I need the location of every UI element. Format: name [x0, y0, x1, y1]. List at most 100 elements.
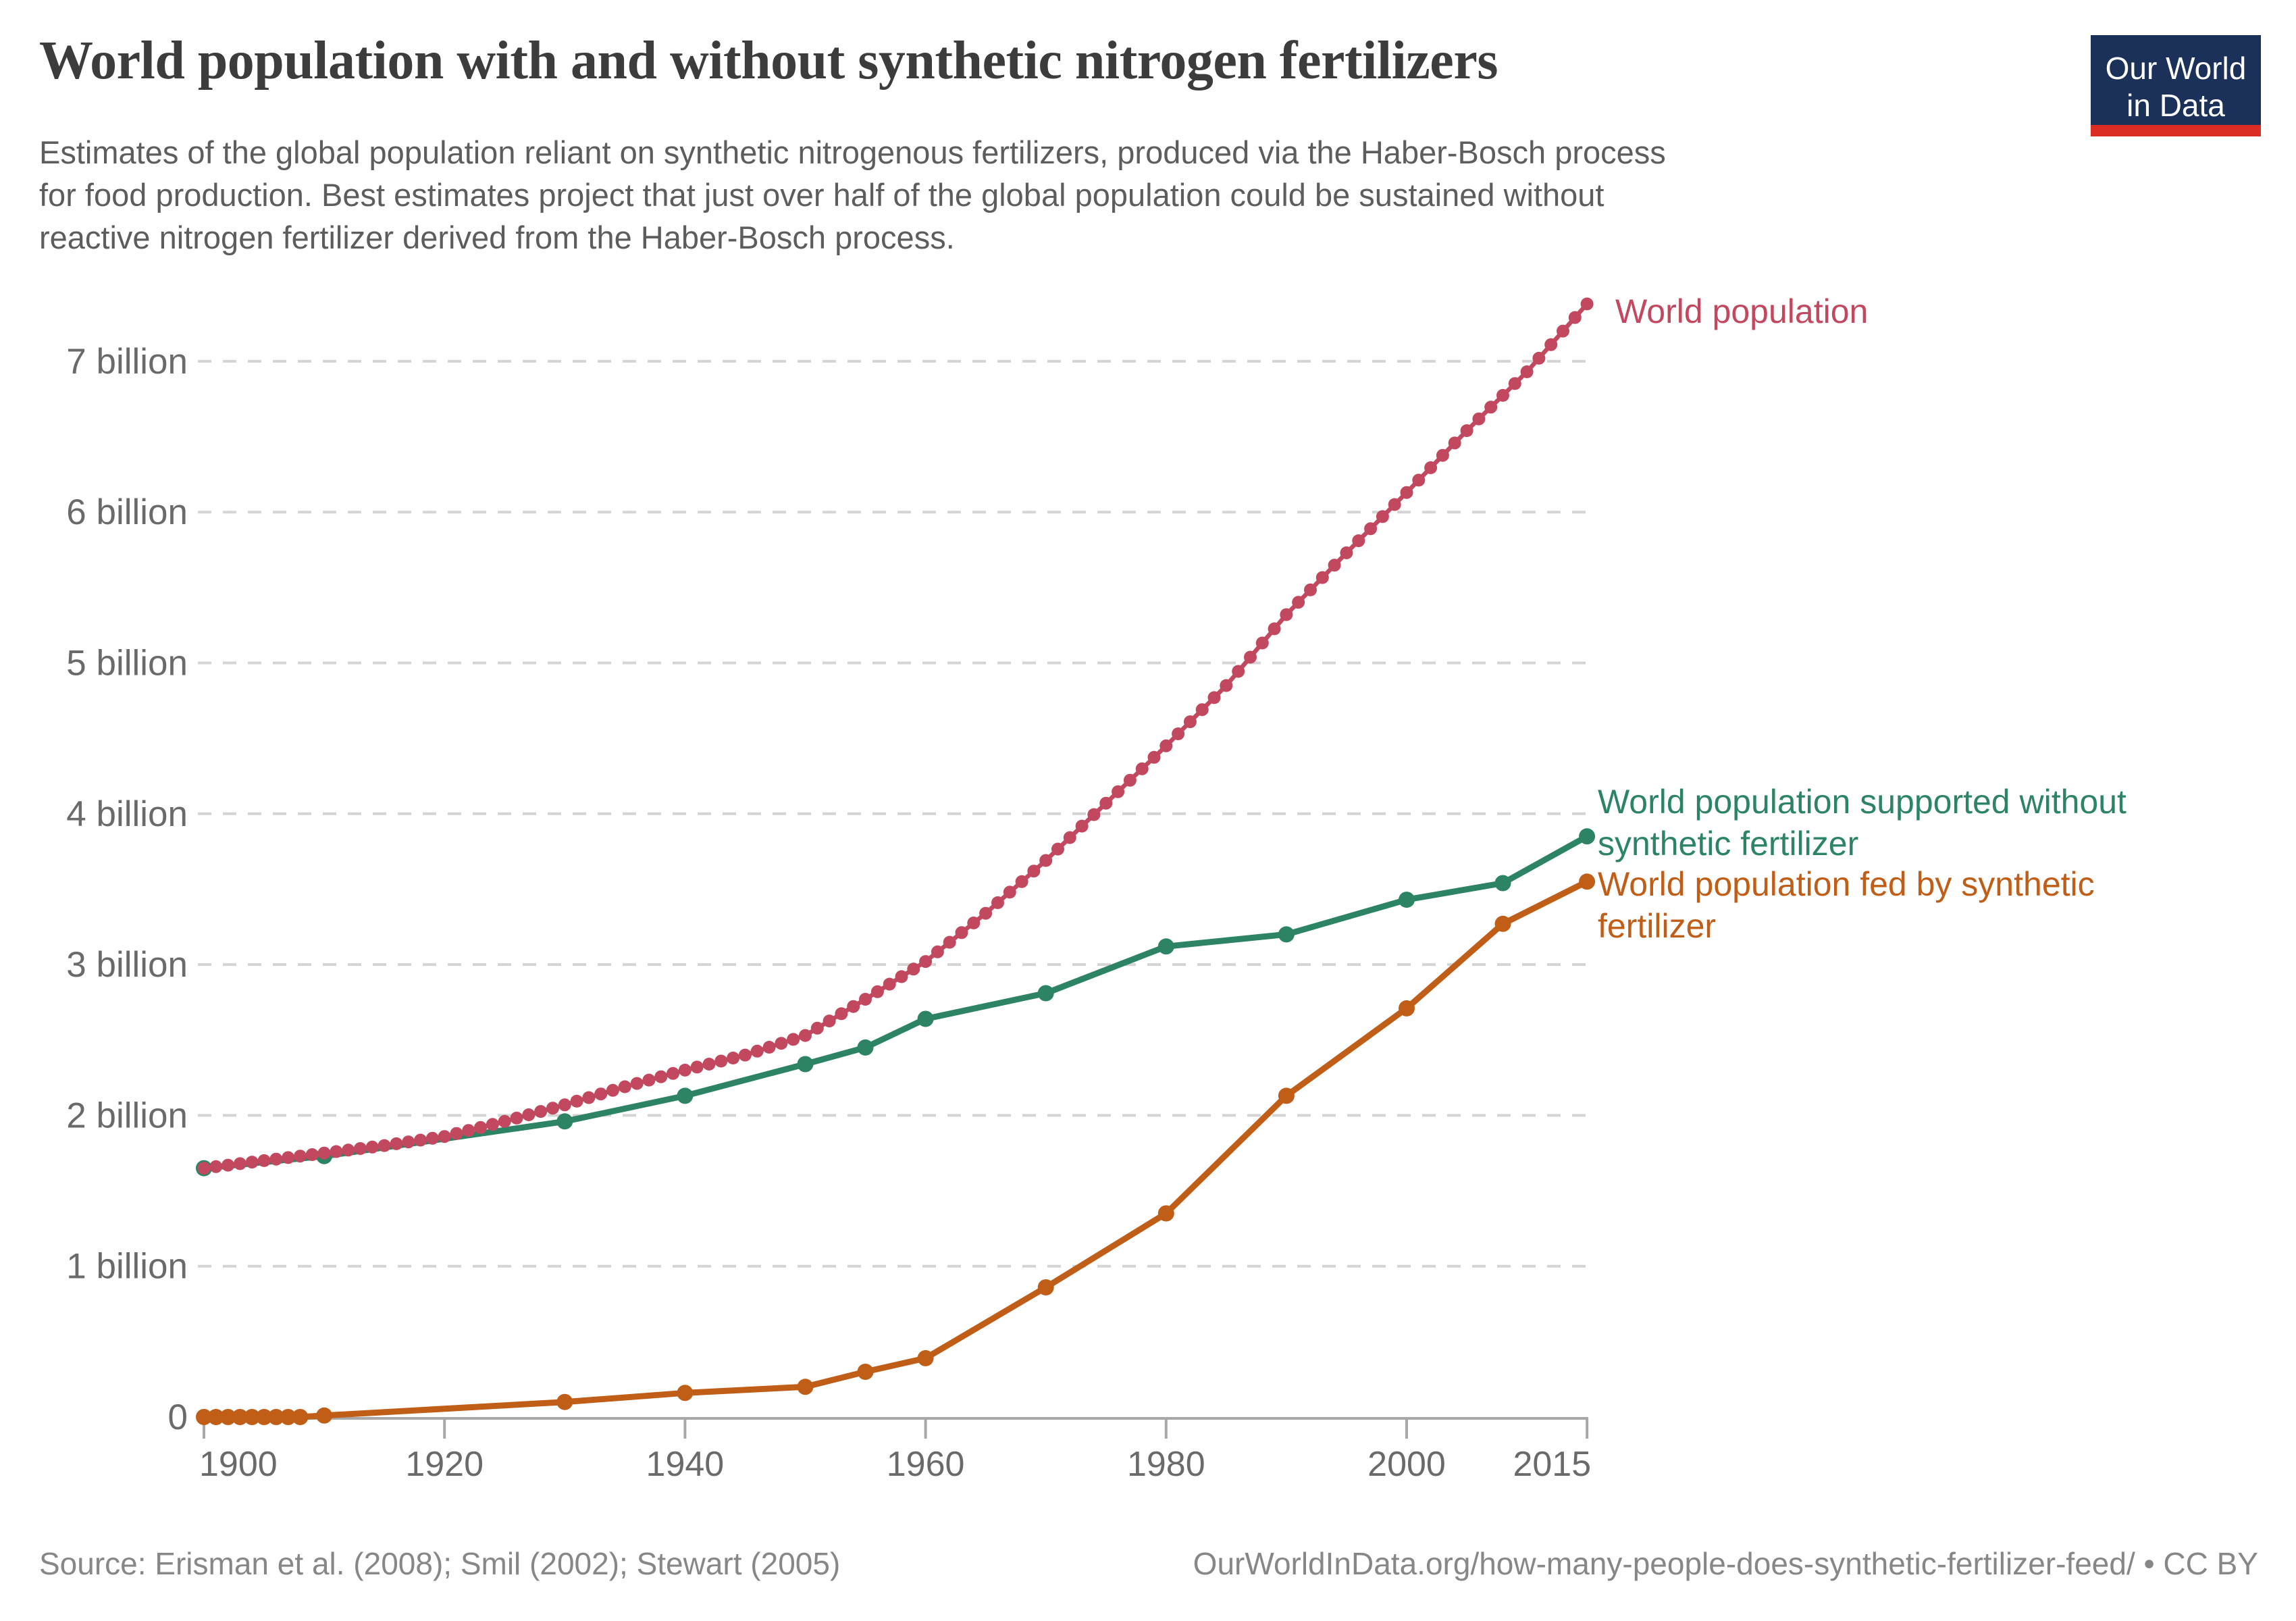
- x-axis-label: 2000: [1367, 1445, 1446, 1484]
- data-point-world-population: [1172, 727, 1185, 740]
- y-axis-label: 3 billion: [66, 945, 188, 985]
- data-point-world-population-fed-by-synthetic-fertilizer: [556, 1393, 573, 1410]
- x-axis-label: 1960: [887, 1445, 965, 1484]
- data-point-world-population: [474, 1121, 488, 1134]
- data-point-world-population: [390, 1137, 403, 1150]
- data-point-world-population: [714, 1054, 728, 1068]
- data-point-world-population: [919, 955, 933, 969]
- subtitle-line-2: for food production. Best estimates proj…: [39, 177, 1604, 213]
- x-axis-label: 1900: [199, 1445, 278, 1484]
- data-point-world-population: [1400, 486, 1413, 499]
- data-point-world-population: [1424, 461, 1438, 474]
- data-point-world-population: [1099, 796, 1113, 810]
- data-point-world-population: [883, 977, 896, 991]
- data-point-world-population: [907, 962, 920, 976]
- data-point-world-population: [1255, 636, 1269, 650]
- data-point-world-population: [847, 1000, 860, 1013]
- chart-subtitle: Estimates of the global population relia…: [39, 131, 2065, 259]
- data-point-world-population: [1484, 401, 1498, 414]
- series-line-world-population: [201, 301, 1590, 1170]
- data-point-world-population: [425, 1131, 439, 1145]
- data-point-world-population-fed-by-synthetic-fertilizer: [1278, 1087, 1295, 1104]
- data-point-world-population: [702, 1058, 716, 1071]
- data-point-world-population-fed-by-synthetic-fertilizer: [1157, 1205, 1174, 1222]
- y-axis-label: 5 billion: [66, 644, 188, 684]
- data-point-world-population: [810, 1021, 824, 1035]
- y-axis-label: 4 billion: [66, 794, 188, 834]
- data-point-world-population: [943, 935, 956, 949]
- series-label-world-population: World population: [1615, 292, 1869, 330]
- data-point-world-population-fed-by-synthetic-fertilizer: [292, 1409, 309, 1425]
- data-point-world-population: [690, 1060, 704, 1074]
- data-point-world-population: [402, 1135, 415, 1149]
- data-point-world-population: [1340, 546, 1353, 559]
- data-point-world-population: [522, 1108, 536, 1121]
- data-point-world-population: [1544, 338, 1558, 351]
- data-point-world-population: [1003, 885, 1016, 899]
- data-point-world-population: [1568, 311, 1582, 324]
- data-point-world-population: [1580, 297, 1594, 311]
- data-point-world-population: [510, 1111, 523, 1125]
- data-point-world-population: [1195, 703, 1209, 717]
- data-point-world-population: [606, 1083, 619, 1097]
- data-point-world-population: [1027, 865, 1041, 878]
- data-point-world-population: [967, 917, 981, 929]
- data-point-world-population-fed-by-synthetic-fertilizer: [917, 1349, 934, 1366]
- data-point-world-population: [233, 1157, 246, 1170]
- data-point-world-population: [1135, 762, 1149, 775]
- series-label-supported-without-fertilizer: World population supported without synth…: [1598, 783, 2127, 863]
- subtitle-line-3: reactive nitrogen fertilizer derived fro…: [39, 220, 955, 255]
- data-point-world-population: [1063, 831, 1076, 844]
- data-point-world-population: [534, 1105, 548, 1118]
- data-point-world-population-fed-by-synthetic-fertilizer: [1494, 915, 1511, 932]
- data-point-world-population: [1051, 842, 1064, 856]
- x-axis-label: 2015: [1513, 1445, 1591, 1484]
- data-point-world-population-supported-without-synthetic-fertilizer: [1579, 828, 1596, 845]
- data-point-world-population: [1460, 424, 1473, 438]
- data-point-world-population: [450, 1127, 463, 1140]
- data-point-world-population-fed-by-synthetic-fertilizer: [1399, 1000, 1415, 1017]
- series-line-world-population-supported-without-synthetic-fertilizer: [201, 833, 1590, 1172]
- data-point-world-population-fed-by-synthetic-fertilizer: [256, 1409, 273, 1425]
- data-point-world-population-supported-without-synthetic-fertilizer: [1399, 892, 1415, 908]
- data-point-world-population: [787, 1033, 800, 1046]
- data-point-world-population: [1352, 534, 1365, 548]
- data-point-world-population-supported-without-synthetic-fertilizer: [1494, 875, 1511, 892]
- data-point-world-population: [931, 945, 944, 958]
- data-point-world-population: [558, 1098, 571, 1112]
- data-point-world-population: [594, 1087, 608, 1101]
- data-point-world-population: [678, 1063, 692, 1077]
- data-point-world-population: [414, 1133, 427, 1147]
- data-point-world-population: [642, 1073, 656, 1087]
- data-point-world-population: [738, 1048, 752, 1062]
- data-point-world-population: [835, 1007, 848, 1021]
- data-point-world-population-fed-by-synthetic-fertilizer: [196, 1409, 212, 1425]
- data-point-world-population: [1075, 819, 1089, 833]
- data-point-world-population: [991, 896, 1004, 909]
- data-point-world-population: [1147, 750, 1161, 764]
- data-point-world-population: [282, 1151, 295, 1164]
- owid-url-link[interactable]: OurWorldInData.org/how-many-people-does-…: [1193, 1546, 2258, 1581]
- data-point-world-population-fed-by-synthetic-fertilizer: [219, 1409, 236, 1425]
- x-axis-label: 1940: [646, 1445, 725, 1484]
- data-point-world-population-supported-without-synthetic-fertilizer: [1278, 926, 1295, 943]
- data-point-world-population: [823, 1014, 836, 1028]
- data-point-world-population: [750, 1044, 764, 1058]
- data-point-world-population-supported-without-synthetic-fertilizer: [1157, 938, 1174, 955]
- data-point-world-population-fed-by-synthetic-fertilizer: [267, 1409, 284, 1425]
- data-point-world-population: [1436, 448, 1449, 462]
- data-point-world-population: [462, 1124, 475, 1137]
- chart-footer: Source: Erisman et al. (2008); Smil (200…: [39, 1545, 2258, 1582]
- data-point-world-population: [245, 1156, 259, 1169]
- data-point-world-population: [667, 1066, 680, 1080]
- data-point-world-population: [1412, 473, 1426, 487]
- data-point-world-population-fed-by-synthetic-fertilizer: [1579, 873, 1596, 890]
- data-point-world-population: [1532, 351, 1546, 365]
- data-point-world-population: [269, 1152, 283, 1166]
- data-point-world-population-fed-by-synthetic-fertilizer: [280, 1409, 296, 1425]
- series-label-fed-by-fertilizer: World population fed by synthetic fertil…: [1598, 865, 2095, 945]
- data-point-world-population: [1496, 388, 1509, 402]
- data-point-world-population: [257, 1154, 271, 1167]
- logo-text: Our World in Data: [2091, 50, 2261, 124]
- data-point-world-population: [570, 1094, 583, 1108]
